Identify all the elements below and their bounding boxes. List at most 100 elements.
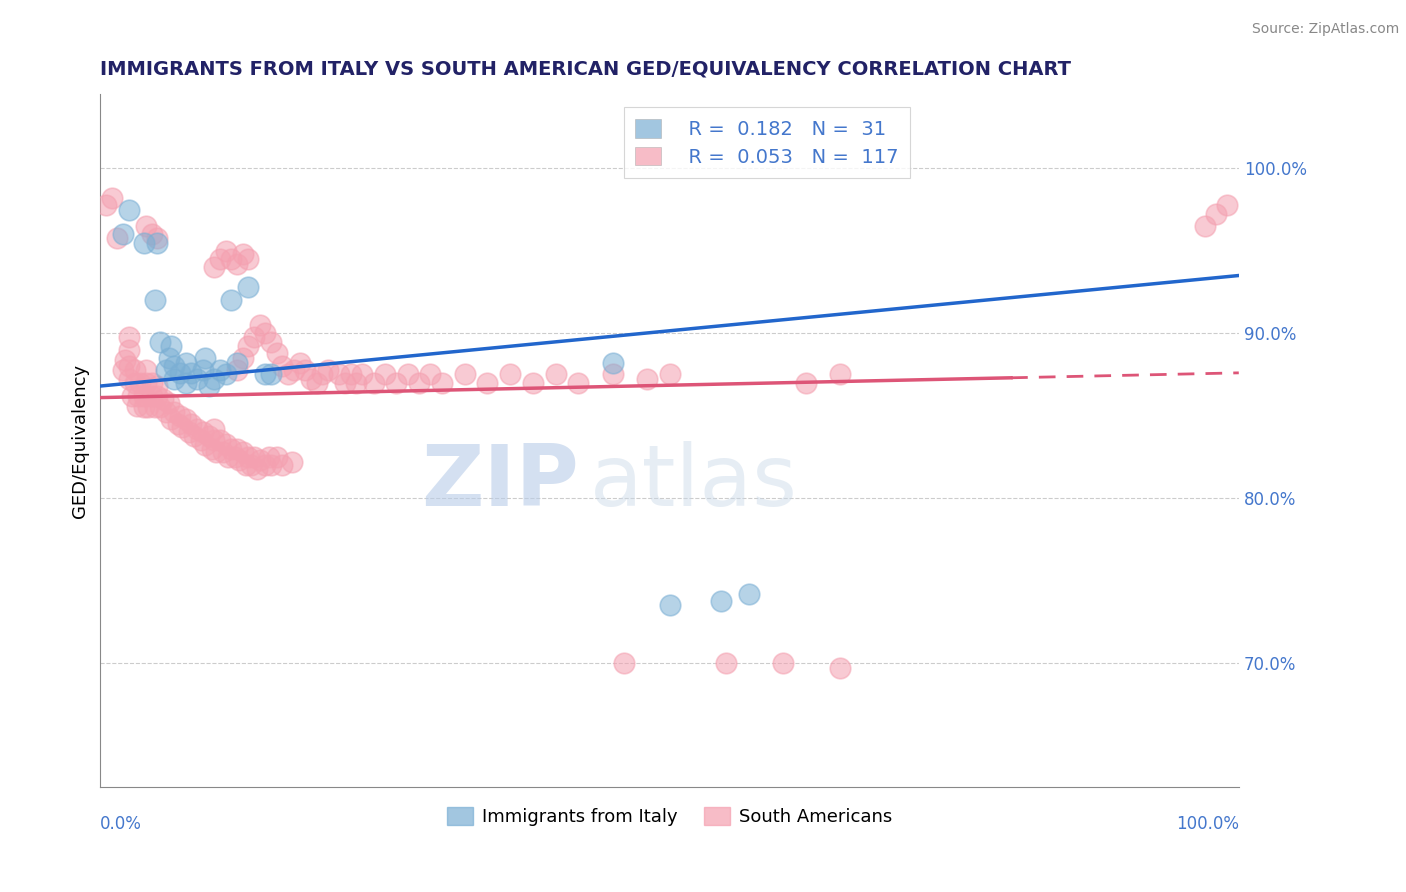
Point	[146, 230, 169, 244]
Point	[124, 362, 146, 376]
Point	[186, 422, 208, 436]
Point	[232, 445, 254, 459]
Point	[141, 227, 163, 242]
Point	[172, 420, 194, 434]
Point	[219, 442, 242, 456]
Point	[830, 661, 852, 675]
Point	[408, 376, 430, 390]
Point	[346, 376, 368, 390]
Point	[143, 293, 166, 308]
Point	[186, 372, 208, 386]
Point	[602, 368, 624, 382]
Point	[374, 368, 396, 382]
Point	[208, 252, 231, 266]
Point	[283, 362, 305, 376]
Point	[254, 458, 277, 473]
Point	[772, 656, 794, 670]
Point	[249, 318, 271, 332]
Point	[305, 376, 328, 390]
Point	[1205, 207, 1227, 221]
Point	[224, 450, 246, 464]
Point	[194, 438, 217, 452]
Point	[143, 401, 166, 415]
Point	[174, 356, 197, 370]
Legend:   R =  0.182   N =  31,   R =  0.053   N =  117: R = 0.182 N = 31, R = 0.053 N = 117	[624, 107, 910, 178]
Point	[238, 252, 260, 266]
Point	[271, 458, 294, 473]
Point	[260, 334, 283, 349]
Point	[710, 593, 733, 607]
Point	[169, 409, 191, 423]
Point	[217, 450, 239, 464]
Point	[135, 219, 157, 233]
Point	[202, 372, 225, 386]
Point	[155, 405, 177, 419]
Point	[163, 372, 186, 386]
Point	[208, 434, 231, 448]
Point	[118, 329, 141, 343]
Point	[146, 235, 169, 250]
Point	[135, 362, 157, 376]
Point	[246, 461, 269, 475]
Point	[118, 359, 141, 374]
Point	[1216, 197, 1239, 211]
Point	[205, 445, 228, 459]
Point	[830, 368, 852, 382]
Y-axis label: GED/Equivalency: GED/Equivalency	[72, 363, 89, 517]
Point	[180, 366, 202, 380]
Point	[738, 587, 761, 601]
Point	[118, 343, 141, 357]
Point	[125, 399, 148, 413]
Point	[202, 260, 225, 275]
Point	[112, 227, 135, 242]
Point	[477, 376, 499, 390]
Point	[352, 368, 374, 382]
Point	[260, 368, 283, 382]
Point	[197, 379, 219, 393]
Point	[238, 450, 260, 464]
Point	[226, 442, 249, 456]
Point	[288, 356, 311, 370]
Point	[132, 235, 155, 250]
Point	[208, 362, 231, 376]
Point	[183, 428, 205, 442]
Point	[522, 376, 544, 390]
Point	[219, 252, 242, 266]
Point	[118, 372, 141, 386]
Point	[160, 412, 183, 426]
Point	[136, 401, 159, 415]
Point	[419, 368, 441, 382]
Point	[277, 368, 299, 382]
Point	[602, 356, 624, 370]
Text: Source: ZipAtlas.com: Source: ZipAtlas.com	[1251, 22, 1399, 37]
Point	[148, 401, 170, 415]
Point	[226, 362, 249, 376]
Point	[180, 417, 202, 431]
Point	[1194, 219, 1216, 233]
Point	[328, 368, 350, 382]
Point	[141, 376, 163, 390]
Point	[311, 368, 333, 382]
Point	[124, 376, 146, 390]
Point	[141, 389, 163, 403]
Point	[201, 442, 224, 456]
Point	[152, 392, 174, 407]
Point	[157, 395, 180, 409]
Point	[112, 362, 135, 376]
Point	[214, 368, 236, 382]
Point	[299, 372, 322, 386]
Point	[202, 434, 225, 448]
Point	[197, 428, 219, 442]
Point	[453, 368, 475, 382]
Point	[499, 368, 522, 382]
Point	[146, 389, 169, 403]
Point	[226, 257, 249, 271]
Point	[658, 599, 681, 613]
Point	[214, 244, 236, 258]
Point	[254, 326, 277, 341]
Point	[157, 351, 180, 365]
Point	[239, 458, 262, 473]
Point	[214, 437, 236, 451]
Point	[127, 389, 149, 403]
Point	[114, 352, 136, 367]
